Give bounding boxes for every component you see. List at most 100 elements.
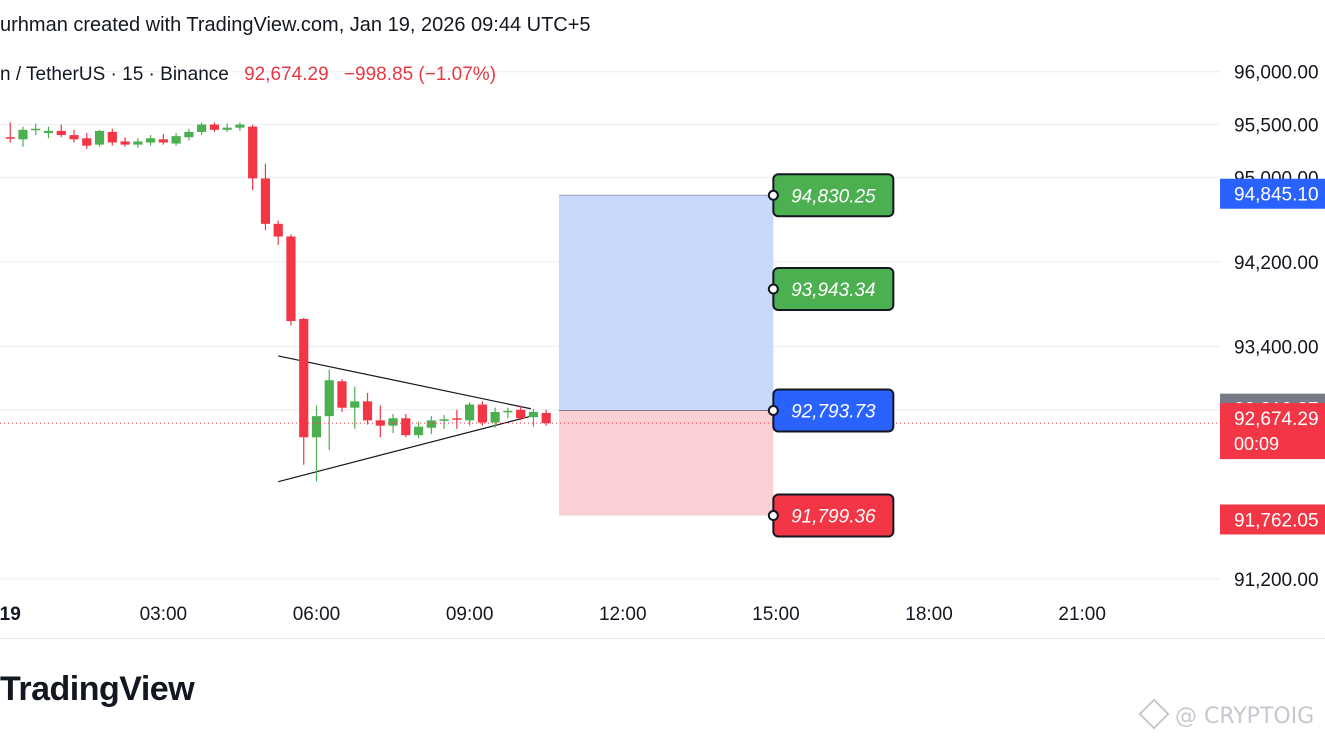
- candle: [82, 132, 92, 149]
- candle: [401, 414, 411, 438]
- candle: [56, 124, 66, 138]
- candle-body: [120, 141, 130, 145]
- candle: [503, 407, 513, 419]
- candle: [516, 405, 526, 421]
- level-label-target[interactable]: 93,943.34: [767, 267, 895, 312]
- stop-zone[interactable]: [558, 410, 774, 516]
- candle: [388, 414, 398, 434]
- candle-body: [171, 136, 181, 144]
- axis-price-label-box: [1220, 504, 1325, 535]
- level-handle[interactable]: [767, 510, 779, 522]
- chart-creator-line: urhman created with TradingView.com, Jan…: [0, 14, 591, 36]
- candle: [222, 123, 232, 132]
- watermark: @ CRYPTOIG: [1138, 698, 1314, 730]
- tradingview-logo[interactable]: TradingView: [0, 670, 195, 708]
- candle-body: [209, 124, 219, 130]
- axis-price-label: 92,674.29 00:09: [1220, 403, 1325, 460]
- candle-body: [286, 236, 296, 322]
- candle-body: [158, 139, 168, 143]
- last-price: 92,674.29: [244, 64, 329, 85]
- candle: [158, 134, 168, 145]
- watermark-diamond-icon: [1138, 698, 1170, 730]
- candle: [248, 124, 258, 191]
- candle: [350, 386, 360, 429]
- candle: [439, 415, 449, 429]
- candle: [5, 122, 15, 143]
- candle-body: [197, 124, 207, 132]
- axis-price-label-text: 94,845.10: [1234, 185, 1319, 206]
- candle: [209, 122, 219, 132]
- triangle-pattern[interactable]: [278, 355, 532, 483]
- candle: [120, 137, 130, 147]
- candle-body: [133, 141, 143, 145]
- candle-body: [235, 124, 245, 128]
- axis-price-label-box: [1220, 178, 1325, 209]
- x-tick-label: 18:00: [905, 604, 953, 625]
- x-tick-label: 09:00: [446, 604, 494, 625]
- candle: [107, 128, 117, 146]
- candle-body: [69, 135, 79, 140]
- candle-body: [184, 131, 194, 138]
- triangle-lower-line[interactable]: [278, 415, 532, 483]
- triangle-upper-line[interactable]: [278, 355, 532, 410]
- candle: [69, 129, 79, 143]
- level-handle[interactable]: [767, 404, 779, 416]
- candle-body: [388, 418, 398, 426]
- x-tick-label: 06:00: [293, 604, 341, 625]
- candle: [197, 122, 207, 136]
- candle-body: [56, 130, 66, 136]
- symbol-legend[interactable]: n / TetherUS · 15 · Binance 92,674.29 −9…: [0, 64, 496, 86]
- candle-body: [222, 127, 232, 130]
- price-axis[interactable]: 96,000.0095,500.0095,000.0094,200.0093,4…: [1220, 63, 1325, 591]
- level-label-text: 91,799.36: [791, 507, 876, 528]
- target-zone[interactable]: [558, 195, 774, 411]
- level-handle[interactable]: [767, 283, 779, 295]
- axis-price-label: 94,845.10: [1220, 178, 1325, 209]
- candle-body: [337, 381, 347, 408]
- candle-body: [490, 411, 500, 423]
- candle: [94, 129, 105, 147]
- level-label-text: 93,943.34: [791, 280, 876, 301]
- level-label-entry[interactable]: 92,793.73: [767, 388, 895, 433]
- candle: [273, 220, 283, 245]
- candle-body: [299, 318, 309, 438]
- symbol-name[interactable]: n / TetherUS · 15 · Binance: [0, 64, 229, 85]
- candle: [413, 421, 424, 439]
- level-label-target[interactable]: 94,830.25: [767, 173, 895, 218]
- candle-body: [145, 138, 156, 143]
- candle-body: [5, 137, 15, 139]
- level-label-text: 94,830.25: [791, 186, 876, 207]
- candle-body: [324, 380, 334, 417]
- axis-price-label-box: [1220, 403, 1325, 460]
- y-tick-label: 94,200.00: [1234, 253, 1319, 274]
- candles: [5, 122, 551, 482]
- candle: [133, 138, 143, 148]
- candle-body: [413, 426, 424, 436]
- axis-price-label: 91,762.05: [1220, 504, 1325, 535]
- candle: [31, 123, 41, 136]
- position-level-labels[interactable]: 94,830.25 93,943.34 92,793.73 91,799.36: [767, 173, 895, 538]
- candle: [337, 379, 347, 412]
- candle: [528, 408, 539, 427]
- candle-body: [465, 404, 475, 421]
- footer-divider: [0, 638, 1325, 639]
- candle-body: [541, 412, 551, 424]
- y-tick-label: 96,000.00: [1234, 63, 1319, 84]
- candle: [324, 369, 334, 450]
- candle-body: [528, 411, 539, 418]
- candle-body: [43, 130, 54, 133]
- candle-body: [439, 419, 449, 421]
- candle-body: [401, 418, 411, 436]
- level-label-stop[interactable]: 91,799.36: [767, 493, 895, 538]
- y-tick-label: 93,400.00: [1234, 337, 1319, 358]
- time-axis[interactable]: 19 03:00 06:00 09:00 12:00 15:00 18:00 21:00: [0, 604, 1106, 625]
- candle-body: [350, 401, 360, 408]
- candle-body: [31, 128, 41, 131]
- candle-body: [260, 178, 271, 224]
- candle-body: [452, 418, 462, 420]
- level-handle[interactable]: [767, 189, 779, 201]
- price-change: −998.85 (−1.07%): [343, 64, 497, 85]
- x-tick-label: 21:00: [1058, 604, 1106, 625]
- candle: [375, 405, 385, 438]
